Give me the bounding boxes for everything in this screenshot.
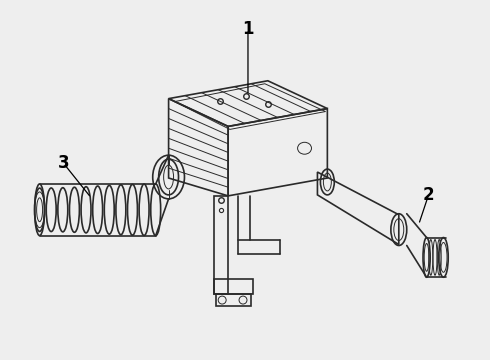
Text: 1: 1 — [242, 20, 254, 38]
Text: 2: 2 — [423, 186, 435, 204]
Text: 3: 3 — [58, 154, 69, 172]
